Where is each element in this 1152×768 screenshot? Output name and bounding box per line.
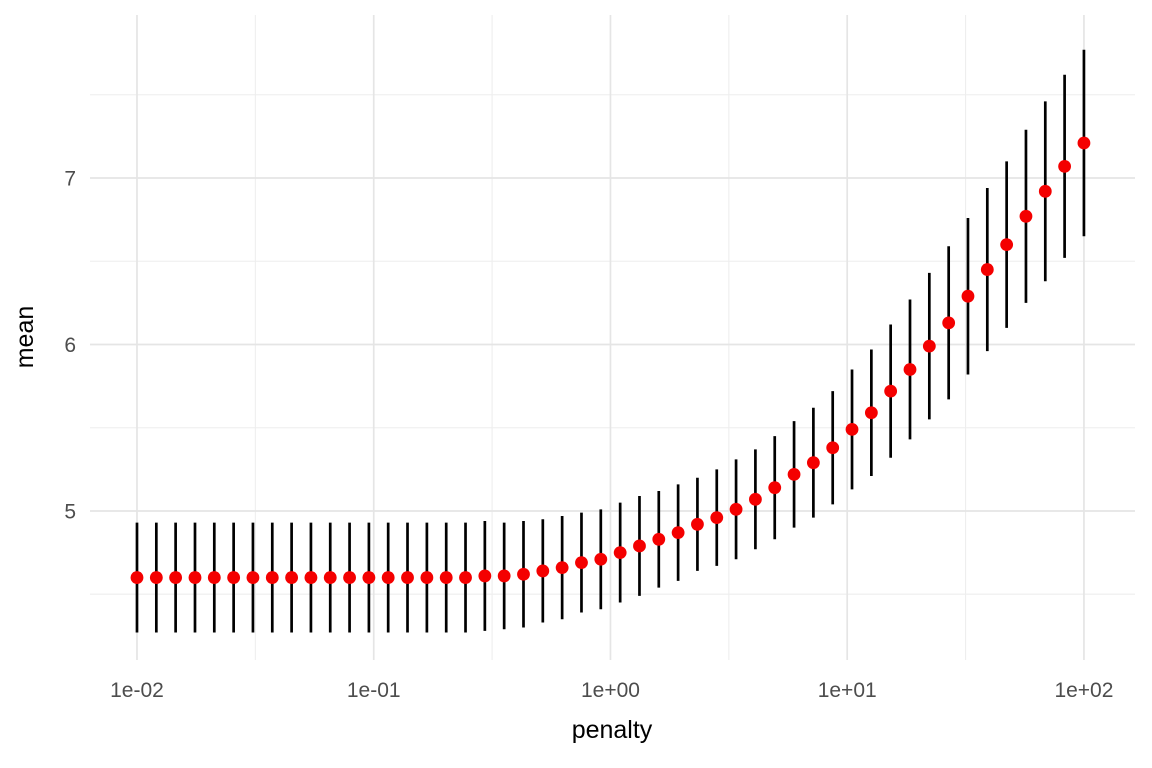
data-point <box>536 564 550 578</box>
data-point <box>806 456 820 470</box>
data-point <box>729 502 743 516</box>
data-point <box>768 481 782 495</box>
data-point <box>884 384 898 398</box>
data-point <box>1058 159 1072 173</box>
data-point <box>517 567 530 581</box>
data-point <box>864 406 878 420</box>
data-point <box>575 556 588 570</box>
data-point <box>343 571 356 584</box>
data-point <box>401 571 414 584</box>
data-point <box>922 339 936 353</box>
data-point <box>1038 184 1052 198</box>
data-point <box>207 571 221 584</box>
data-point <box>1019 209 1033 223</box>
data-point <box>227 571 241 584</box>
data-point <box>478 569 492 583</box>
gridlines-major <box>90 15 1135 660</box>
data-point <box>188 571 202 584</box>
data-point <box>459 571 472 584</box>
data-point <box>265 571 279 584</box>
data-point <box>285 571 299 584</box>
data-point <box>149 571 163 584</box>
data-point <box>749 492 762 506</box>
y-tick-label: 5 <box>64 500 76 523</box>
x-tick-label: 1e+00 <box>581 679 640 702</box>
data-point <box>1000 238 1014 251</box>
data-point <box>555 561 569 574</box>
x-tick-label: 1e-01 <box>347 679 401 702</box>
x-axis-title: penalty <box>572 716 653 744</box>
data-point <box>942 316 956 330</box>
y-tick-label: 6 <box>64 334 76 357</box>
data-point <box>652 532 666 546</box>
data-point <box>826 441 840 455</box>
data-point <box>613 546 627 560</box>
data-point <box>246 571 260 584</box>
data-point <box>787 467 801 481</box>
data-point <box>845 423 859 436</box>
data-point <box>420 571 434 584</box>
data-point <box>381 571 395 584</box>
data-point <box>594 552 608 566</box>
data-point <box>980 263 994 276</box>
x-tick-label: 1e-02 <box>110 679 164 702</box>
x-tick-label: 1e+02 <box>1054 679 1113 702</box>
data-point <box>169 571 183 584</box>
data-point <box>691 517 704 531</box>
data-point <box>497 569 511 583</box>
data-point <box>710 511 724 525</box>
y-tick-label: 7 <box>64 167 76 190</box>
gridlines-minor <box>90 15 1135 660</box>
data-point <box>323 571 337 584</box>
data-point <box>439 571 453 584</box>
data-point <box>633 539 646 553</box>
data-point <box>961 289 975 303</box>
data-point <box>362 571 376 584</box>
y-axis-tick-labels: 5 6 7 <box>64 167 76 523</box>
data-point <box>304 571 318 584</box>
y-axis-title: mean <box>11 306 39 369</box>
x-axis-tick-labels: 1e-02 1e-01 1e+00 1e+01 1e+02 <box>110 679 1113 702</box>
x-tick-label: 1e+01 <box>818 679 877 702</box>
data-point <box>671 526 685 540</box>
data-points <box>130 136 1091 584</box>
data-point <box>903 363 917 376</box>
data-point <box>1077 136 1091 150</box>
data-point <box>130 571 144 584</box>
